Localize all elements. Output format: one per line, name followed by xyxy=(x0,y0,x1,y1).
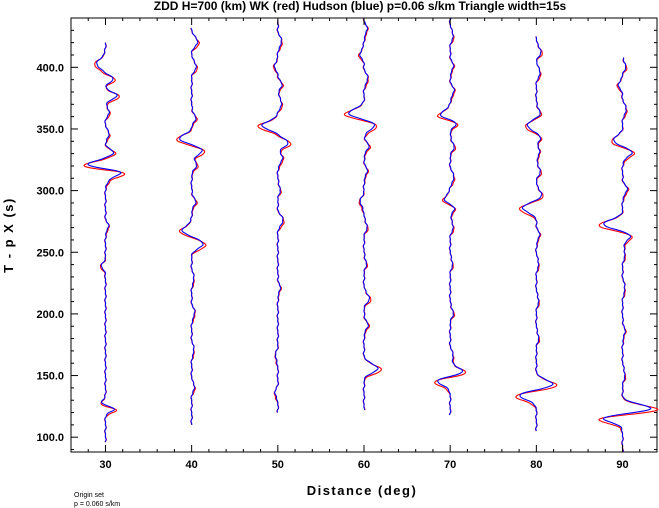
x-axis-label: Distance (deg) xyxy=(307,483,418,498)
trace-group xyxy=(83,17,659,453)
y-axis-label: T - p X (s) xyxy=(1,197,16,273)
wk-trace-90 xyxy=(598,57,659,453)
x-tick-label: 80 xyxy=(530,459,542,471)
x-tick-label: 30 xyxy=(99,459,111,471)
y-tick-label: 300.0 xyxy=(36,186,64,198)
x-tick-label: 50 xyxy=(272,459,284,471)
hudson-trace-70 xyxy=(437,17,464,416)
y-tick-label: 100.0 xyxy=(36,432,64,444)
hudson-trace-30 xyxy=(87,42,122,443)
wk-trace-50 xyxy=(257,20,292,413)
origin-note: Origin set xyxy=(74,492,104,499)
hudson-trace-90 xyxy=(602,57,652,453)
hudson-trace-50 xyxy=(261,20,289,413)
wk-trace-70 xyxy=(434,17,467,416)
hudson-trace-40 xyxy=(179,27,204,425)
chart-title: ZDD H=700 (km) WK (red) Hudson (blue) p=… xyxy=(154,0,567,13)
y-axis: 100.0 150.0 200.0 250.0 300.0 350.0 400.0 xyxy=(36,17,657,451)
y-tick-label: 150.0 xyxy=(36,371,64,383)
x-tick-label: 40 xyxy=(186,459,198,471)
y-tick-label: 400.0 xyxy=(36,62,64,74)
wk-trace-60 xyxy=(343,17,382,411)
wk-trace-30 xyxy=(83,42,126,443)
y-tick-label: 200.0 xyxy=(36,309,64,321)
hudson-trace-80 xyxy=(519,36,554,432)
y-tick-label: 250.0 xyxy=(36,247,64,259)
x-tick-label: 60 xyxy=(358,459,370,471)
x-tick-label: 70 xyxy=(444,459,456,471)
x-tick-label: 90 xyxy=(616,459,628,471)
hudson-trace-60 xyxy=(348,17,379,411)
y-tick-label: 350.0 xyxy=(36,124,64,136)
slowness-note: p = 0.060 s/km xyxy=(74,501,120,508)
x-axis: 30 40 50 60 70 80 90 xyxy=(70,18,658,471)
